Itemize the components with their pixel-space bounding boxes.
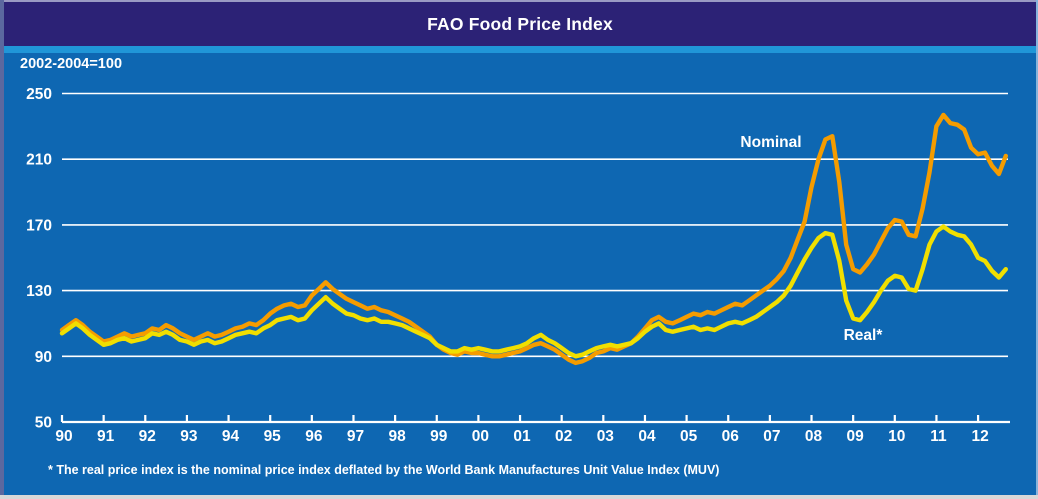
x-tick-label: 06 [722, 428, 740, 445]
x-tick-label: 98 [388, 428, 406, 445]
x-tick-label: 00 [472, 428, 489, 445]
frame-bottom-border [0, 495, 1038, 499]
x-tick-label: 99 [430, 428, 448, 445]
series-label-nominal: Nominal [740, 134, 801, 151]
frame-left-border [0, 0, 4, 499]
y-tick-label: 50 [35, 415, 52, 432]
x-tick-label: 11 [930, 428, 947, 445]
x-tick-label: 96 [305, 428, 323, 445]
x-tick-label: 95 [264, 428, 282, 445]
x-tick-label: 05 [680, 428, 698, 445]
x-tick-label: 92 [139, 428, 156, 445]
x-tick-label: 03 [597, 428, 615, 445]
series-line-real [59, 224, 1008, 359]
y-tick-label: 250 [26, 86, 52, 103]
index-base-label: 2002-2004=100 [20, 56, 123, 72]
x-tick-label: 12 [971, 428, 988, 445]
x-tick-label: 91 [97, 428, 115, 445]
series-label-real: Real* [844, 327, 884, 344]
x-tick-label: 01 [513, 428, 531, 445]
y-tick-label: 90 [35, 349, 52, 366]
x-tick-label: 94 [222, 428, 240, 445]
x-tick-label: 93 [180, 428, 198, 445]
x-tick-label: 90 [55, 428, 72, 445]
x-tick-label: 97 [347, 428, 364, 445]
x-tick-label: 10 [888, 428, 905, 445]
x-tick-label: 08 [805, 428, 823, 445]
frame-top-border [0, 0, 1038, 2]
x-tick-label: 09 [847, 428, 865, 445]
x-tick-label: 04 [638, 428, 656, 445]
frame-right-border [1036, 0, 1038, 499]
y-tick-label: 210 [26, 152, 52, 169]
y-tick-label: 170 [26, 217, 52, 234]
real-index-footnote: * The real price index is the nominal pr… [48, 463, 720, 477]
x-tick-label: 07 [763, 428, 780, 445]
title-divider-strip [4, 46, 1036, 53]
y-tick-label: 130 [26, 283, 52, 300]
x-tick-label: 02 [555, 428, 572, 445]
series-line-nominal [59, 112, 1008, 366]
chart-title: FAO Food Price Index [427, 13, 613, 34]
title-bar: FAO Food Price Index [4, 2, 1036, 46]
